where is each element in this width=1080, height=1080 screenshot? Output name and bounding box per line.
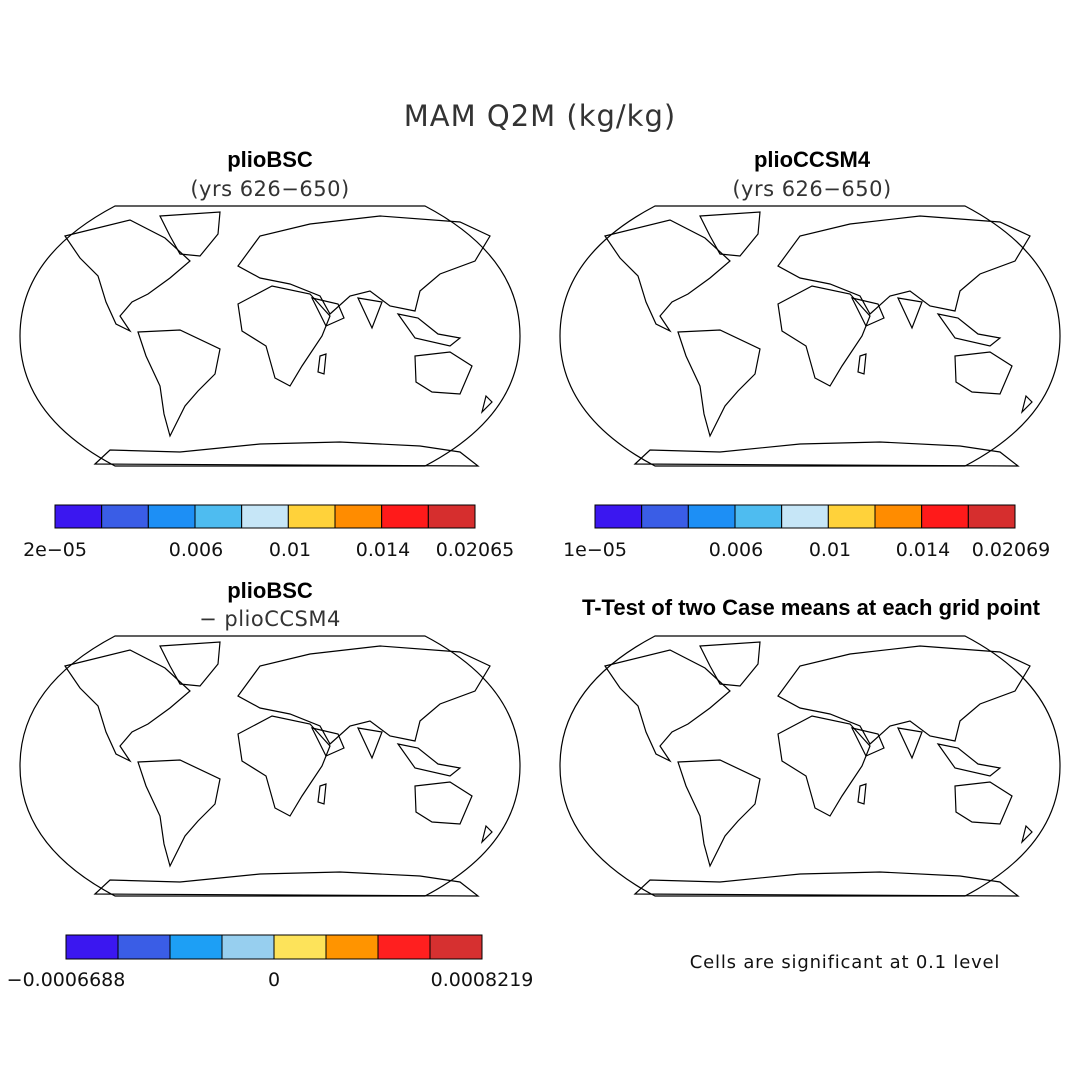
colorbar-swatch: [921, 504, 969, 529]
colorbar-plioccsm4-label-3: 0.014: [896, 539, 950, 561]
panel-plioccsm4-subtitle: (yrs 626−650): [732, 177, 891, 201]
colorbar-swatch: [641, 504, 689, 529]
colorbar-difference-swatches: [65, 934, 483, 960]
colorbar-plioccsm4-label-1: 0.006: [709, 539, 763, 561]
colorbar-swatch: [101, 504, 149, 529]
colorbar-difference-label-2: 0.0008219: [431, 969, 534, 991]
panel-pliobsc-subtitle: (yrs 626−650): [190, 177, 349, 201]
colorbar-swatch: [194, 504, 243, 529]
map-pliobsc: [19, 205, 521, 467]
colorbar-plioccsm4-swatches: [594, 504, 1016, 529]
colorbar-plioccsm4: 1e−05 0.006 0.01 0.014 0.02069: [563, 504, 1051, 561]
colorbar-pliobsc-swatches: [54, 504, 476, 529]
map-plioccsm4: [559, 205, 1061, 467]
colorbar-swatch: [325, 934, 379, 960]
colorbar-swatch: [334, 504, 383, 529]
colorbar-swatch: [874, 504, 923, 529]
colorbar-swatch: [734, 504, 783, 529]
colorbar-pliobsc-label-0: 2e−05: [23, 539, 87, 561]
panel-difference-title: plioBSC: [227, 578, 313, 603]
colorbar-difference: −0.0006688 0 0.0008219: [7, 934, 534, 991]
colorbar-swatch: [147, 504, 196, 529]
colorbar-swatch: [781, 504, 829, 529]
colorbar-swatch: [429, 934, 483, 960]
colorbar-swatch: [241, 504, 289, 529]
colorbar-swatch: [169, 934, 223, 960]
panel-plioccsm4: plioCCSM4 (yrs 626−650): [559, 147, 1061, 561]
panel-difference: plioBSC − plioCCSM4: [7, 578, 534, 991]
panel-ttest: T-Test of two Case means at each grid po…: [559, 595, 1061, 973]
colorbar-pliobsc-label-2: 0.01: [269, 539, 311, 561]
colorbar-swatch: [427, 504, 476, 529]
colorbar-swatch: [377, 934, 431, 960]
colorbar-swatch: [594, 504, 643, 529]
colorbar-swatch: [221, 934, 275, 960]
colorbar-pliobsc-label-4: 0.02065: [436, 539, 515, 561]
panel-pliobsc: plioBSC (yrs 626−650): [19, 147, 521, 561]
panel-ttest-title: T-Test of two Case means at each grid po…: [582, 595, 1041, 620]
colorbar-plioccsm4-label-0: 1e−05: [563, 539, 627, 561]
figure-title: MAM Q2M (kg/kg): [404, 99, 676, 133]
colorbar-swatch: [54, 504, 103, 529]
colorbar-swatch: [827, 504, 876, 529]
colorbar-swatch: [687, 504, 736, 529]
colorbar-difference-label-1: 0: [268, 969, 280, 991]
colorbar-swatch: [967, 504, 1016, 529]
colorbar-swatch: [65, 934, 119, 960]
colorbar-swatch: [117, 934, 171, 960]
colorbar-pliobsc-label-1: 0.006: [169, 539, 223, 561]
map-difference: [19, 635, 521, 897]
map-ttest: [559, 635, 1061, 897]
significance-note: Cells are significant at 0.1 level: [690, 952, 1000, 973]
colorbar-difference-label-0: −0.0006688: [7, 969, 126, 991]
colorbar-pliobsc-label-3: 0.014: [356, 539, 410, 561]
panel-difference-subtitle: − plioCCSM4: [199, 607, 341, 631]
colorbar-plioccsm4-label-4: 0.02069: [972, 539, 1051, 561]
colorbar-swatch: [273, 934, 327, 960]
colorbar-plioccsm4-label-2: 0.01: [809, 539, 851, 561]
colorbar-swatch: [381, 504, 429, 529]
panel-pliobsc-title: plioBSC: [227, 147, 313, 172]
panel-plioccsm4-title: plioCCSM4: [754, 147, 871, 172]
colorbar-pliobsc: 2e−05 0.006 0.01 0.014 0.02065: [23, 504, 515, 561]
colorbar-swatch: [287, 504, 336, 529]
